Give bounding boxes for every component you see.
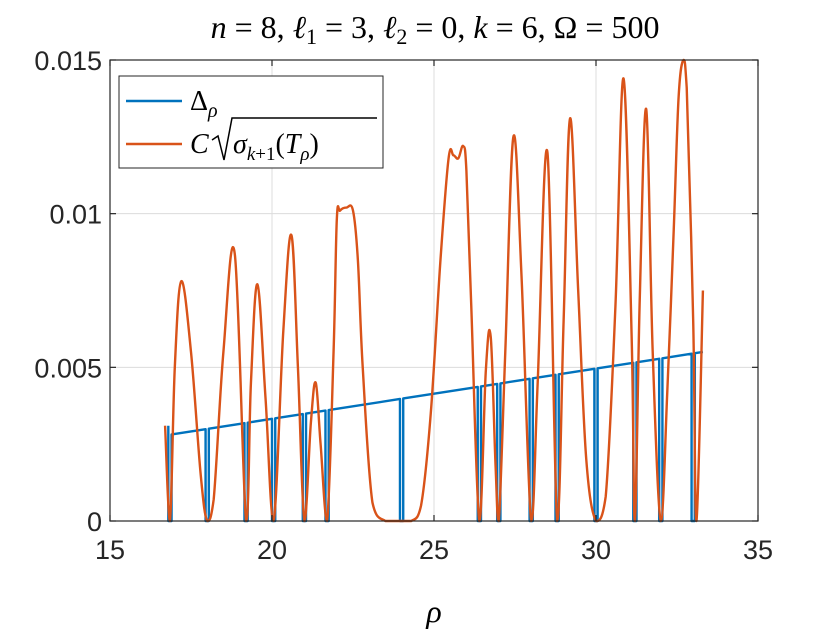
- title-omega-value: 500: [611, 9, 659, 45]
- legend: Δρ C σk+1(Tρ): [118, 75, 384, 169]
- x-tick-label: 20: [257, 535, 287, 565]
- legend-box: [118, 75, 384, 169]
- title-l2-label: ℓ: [383, 9, 397, 45]
- tick-labels: 15 20 25 30 35 0 0.005 0.01 0.015: [34, 46, 773, 565]
- title-l1-sub: 1: [306, 24, 317, 49]
- series-c-sigma-line: [163, 58, 705, 523]
- y-tick-label: 0.01: [49, 200, 102, 230]
- legend-label-c: C: [190, 129, 209, 160]
- y-tick-label: 0.005: [34, 353, 102, 383]
- x-tick-label: 15: [95, 535, 125, 565]
- legend-label-delta: Δρ: [190, 86, 218, 122]
- title-n-label: n: [211, 9, 227, 45]
- legend-sqrt-sign: [211, 117, 377, 161]
- x-tick-label: 30: [581, 535, 611, 565]
- chart-title: n = 8, ℓ1 = 3, ℓ2 = 0, k = 6, Ω = 500: [211, 9, 660, 49]
- legend-label-sigma: σk+1(Tρ): [233, 129, 319, 165]
- title-l1-value: 3: [351, 9, 367, 45]
- title-n-value: 8: [261, 9, 277, 45]
- y-tick-label: 0: [87, 507, 102, 537]
- title-l2-value: 0: [441, 9, 457, 45]
- y-tick-label: 0.015: [34, 46, 102, 76]
- x-axis-label: ρ: [425, 593, 441, 629]
- title-k-value: 6: [522, 9, 538, 45]
- title-k-label: k: [473, 9, 488, 45]
- x-tick-label: 35: [743, 535, 773, 565]
- title-l1-label: ℓ: [293, 9, 307, 45]
- title-l2-sub: 2: [396, 24, 407, 49]
- title-omega-label: Ω: [554, 9, 578, 45]
- x-tick-label: 25: [419, 535, 449, 565]
- ticks: [109, 59, 759, 522]
